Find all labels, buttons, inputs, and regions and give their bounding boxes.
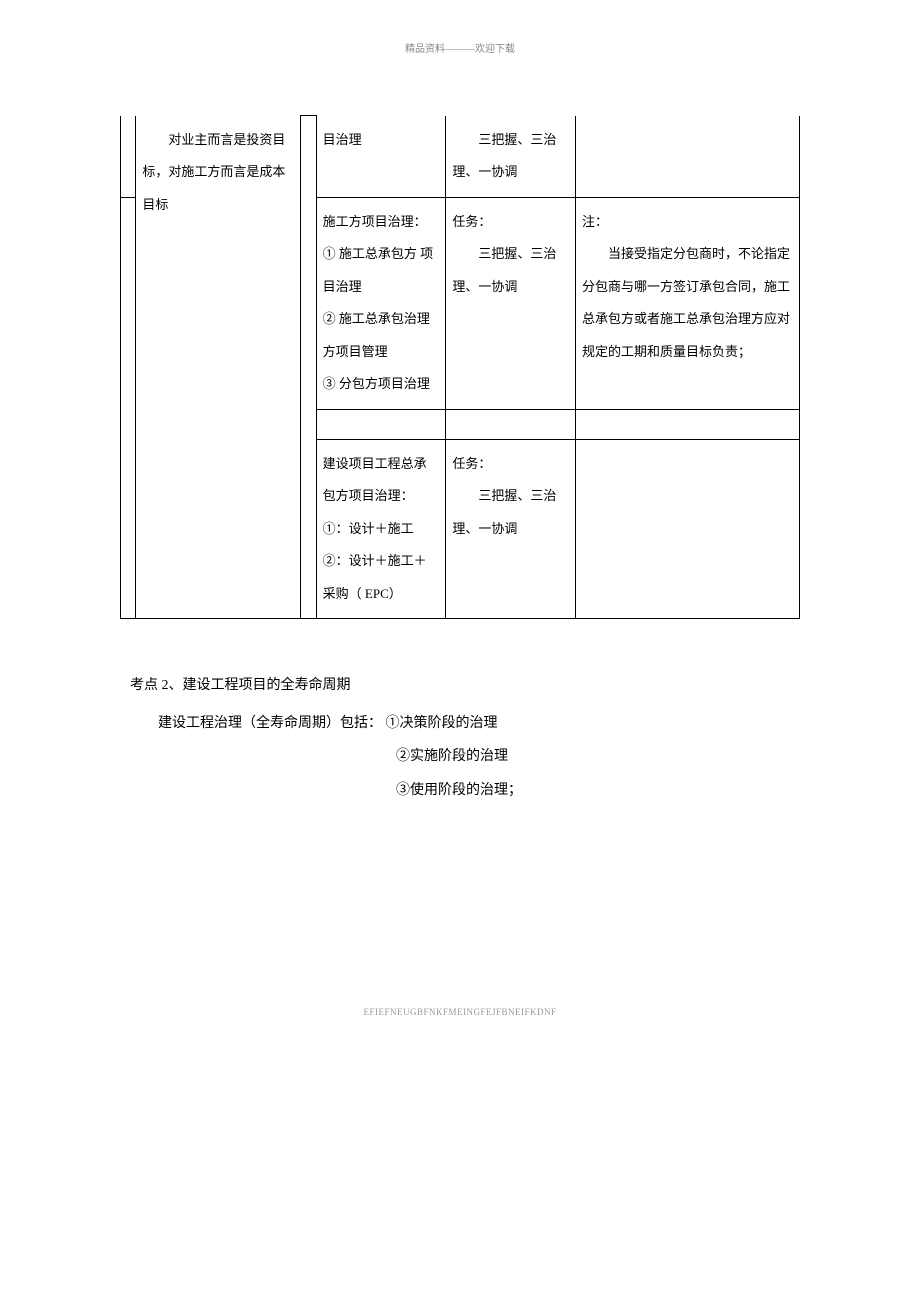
cell-empty: [121, 116, 136, 198]
cell-col4-r1: 目治理: [316, 116, 446, 198]
main-table: 对业主而言是投资目标，对施工方而言是成本目标 目治理 三把握、三治理、一协调 施…: [120, 115, 800, 619]
cell-empty: [575, 409, 799, 439]
cell-col2: 对业主而言是投资目标，对施工方而言是成本目标: [136, 116, 301, 619]
paragraph-line: ③使用阶段的治理；: [130, 774, 800, 808]
content-wrapper: 对业主而言是投资目标，对施工方而言是成本目标 目治理 三把握、三治理、一协调 施…: [0, 115, 920, 807]
cell-col5-r2: 任务： 三把握、三治理、一协调: [446, 197, 576, 409]
paragraph-line: 建设工程治理（全寿命周期）包括： ①决策阶段的治理: [130, 707, 800, 741]
paragraph-section: 考点 2、建设工程项目的全寿命周期 建设工程治理（全寿命周期）包括： ①决策阶段…: [120, 669, 800, 807]
cell-col6-r3: [575, 439, 799, 619]
table-row: 对业主而言是投资目标，对施工方而言是成本目标 目治理 三把握、三治理、一协调: [121, 116, 800, 198]
cell-col6-r2: 注： 当接受指定分包商时，不论指定分包商与哪一方签订承包合同，施工总承包方或者施…: [575, 197, 799, 409]
cell-col5-r3: 任务： 三把握、三治理、一协调: [446, 439, 576, 619]
cell-gap: [301, 116, 316, 619]
cell-col4-r2: 施工方项目治理： ① 施工总承包方 项目治理 ② 施工总承包治理方项目管理 ③ …: [316, 197, 446, 409]
cell-empty: [121, 197, 136, 619]
page-header: 精品资料———欢迎下载: [0, 40, 920, 55]
cell-empty: [446, 409, 576, 439]
cell-col5-r1: 三把握、三治理、一协调: [446, 116, 576, 198]
cell-col4-r3: 建设项目工程总承包方项目治理： ①：设计＋施工 ②：设计＋施工＋采购（ EPC）: [316, 439, 446, 619]
cell-col6-r1: [575, 116, 799, 198]
cell-empty: [316, 409, 446, 439]
paragraph-title: 考点 2、建设工程项目的全寿命周期: [130, 669, 800, 703]
page-footer: EFIEFNEUGBFNKFMEINGFEJFBNEIFKDNF: [0, 1007, 920, 1017]
paragraph-line: ②实施阶段的治理: [130, 740, 800, 774]
